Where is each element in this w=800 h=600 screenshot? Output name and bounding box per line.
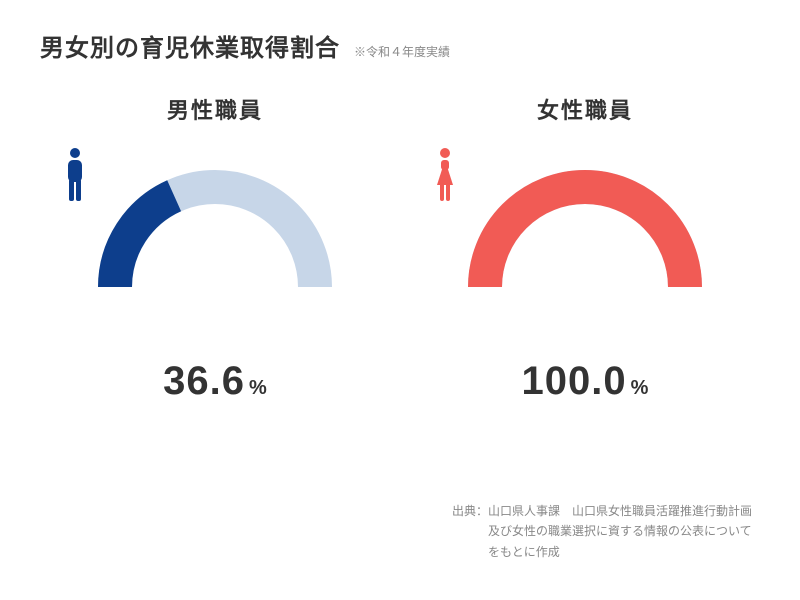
male-gauge-fill: [115, 196, 174, 287]
female-unit: %: [631, 377, 649, 400]
male-value: 36.6: [163, 359, 245, 404]
source-citation: 出典：山口県人事課 山口県女性職員活躍推進行動計画 及び女性の職業選択に資する情…: [452, 501, 752, 562]
male-gauge: [75, 147, 355, 317]
female-label: 女性職員: [537, 93, 633, 125]
female-value: 100.0: [522, 359, 627, 404]
source-line-2: 及び女性の職業選択に資する情報の公表について: [452, 521, 752, 541]
male-unit: %: [249, 377, 267, 400]
header: 男女別の育児休業取得割合 ※令和４年度実績: [0, 0, 800, 63]
page-subtitle: ※令和４年度実績: [354, 43, 450, 60]
male-value-row: 36.6 %: [163, 359, 267, 404]
source-line-1: 出典：山口県人事課 山口県女性職員活躍推進行動計画: [452, 501, 752, 521]
charts-row: 男性職員 36.6 % 女性職員: [0, 93, 800, 404]
male-label: 男性職員: [167, 93, 263, 125]
female-chart: 女性職員 100.0 %: [445, 93, 725, 404]
male-person-icon: [61, 147, 89, 203]
source-line-3: をもとに作成: [452, 542, 752, 562]
female-person-icon: [431, 147, 459, 203]
page-title: 男女別の育児休業取得割合: [40, 28, 340, 63]
female-value-row: 100.0 %: [522, 359, 649, 404]
female-gauge-fill: [485, 187, 685, 287]
female-gauge: [445, 147, 725, 317]
male-chart: 男性職員 36.6 %: [75, 93, 355, 404]
